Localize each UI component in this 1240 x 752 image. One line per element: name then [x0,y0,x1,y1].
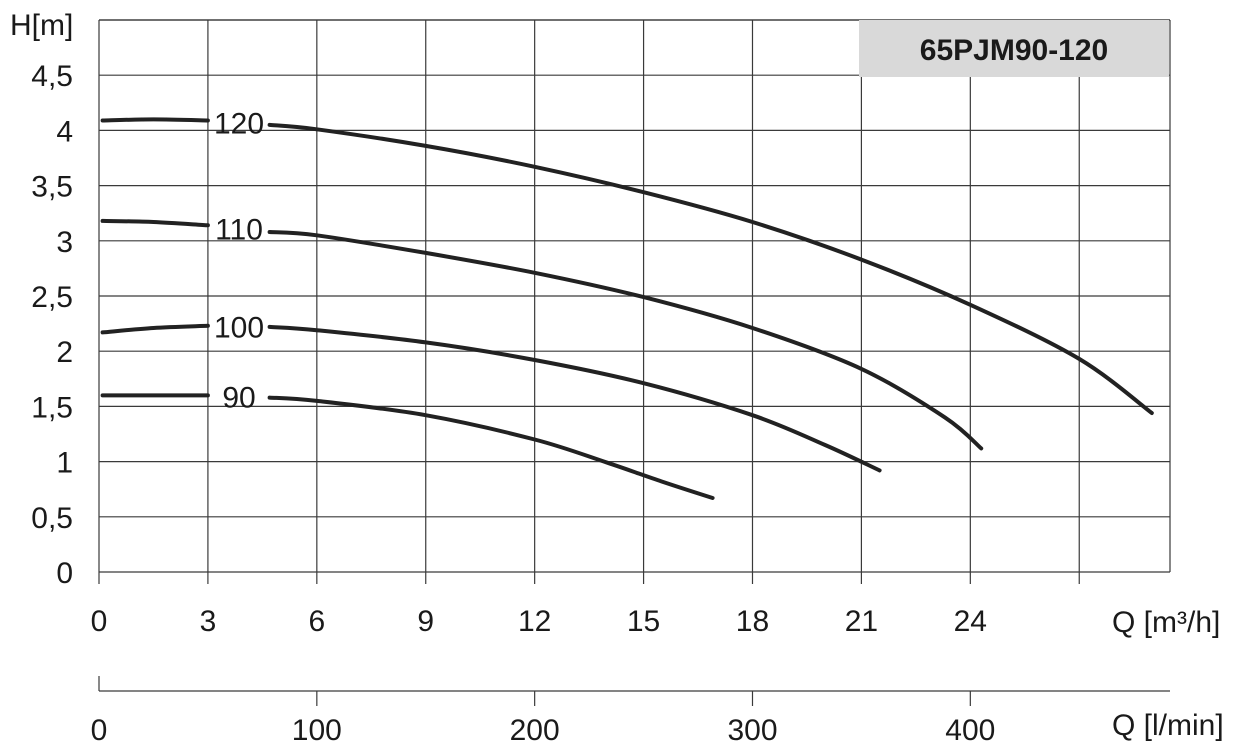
y-tick-label: 3 [56,226,73,259]
x-tick-label: 18 [736,605,769,638]
y-tick-label: 2 [56,336,73,369]
title-box: 65PJM90-120 [859,20,1169,77]
axis-layer: H[m] Q [m³/h] Q [l/min] 0 3 6 9 12 15 18 21 2400… [10,9,1224,747]
curve-120-left [100,117,210,123]
curve-120-right [267,122,1154,415]
curve-label: 110 [215,214,263,247]
secondary-tick-label: 100 [292,714,342,747]
x-tick-label: 6 [308,605,325,638]
x-tick-label: 12 [518,605,551,638]
curve-110-right [267,230,984,451]
y-tick-label: 1,5 [31,391,73,424]
y-tick-label: 0 [56,557,73,590]
curve-layer: 120 110 100 90 [100,108,1154,500]
y-tick-label: 1 [56,447,73,480]
curve-label: 100 [214,311,264,344]
x-axis-label: Q [m³/h] [1112,606,1220,639]
y-tick-label: 0,5 [31,502,73,535]
secondary-tick-label: 300 [727,714,777,747]
secondary-tick-label: 400 [945,714,995,747]
chart-title: 65PJM90-120 [920,34,1108,67]
x-tick-label: 3 [200,605,217,638]
title-background [859,20,1169,77]
curve-label: 120 [214,108,264,141]
curve-100-right [267,324,882,473]
secondary-tick-label: 200 [510,714,560,747]
x-tick-label: 0 [91,605,108,638]
x-tick-label: 24 [954,605,987,638]
y-tick-label: 2,5 [31,281,73,314]
x-tick-label: 15 [627,605,660,638]
curve-110-left [100,218,210,228]
curve-label: 90 [222,381,255,414]
secondary-tick-label: 0 [91,714,108,747]
x-tick-label: 21 [845,605,878,638]
y-axis-label: H[m] [10,9,73,42]
curve-90-right [267,395,715,500]
curve-100-left [100,323,210,335]
x-tick-label: 9 [417,605,434,638]
y-tick-label: 4 [56,115,73,148]
x-axis-secondary-label: Q [l/min] [1112,709,1224,742]
y-tick-label: 3,5 [31,171,73,204]
y-tick-label: 4,5 [31,60,73,93]
